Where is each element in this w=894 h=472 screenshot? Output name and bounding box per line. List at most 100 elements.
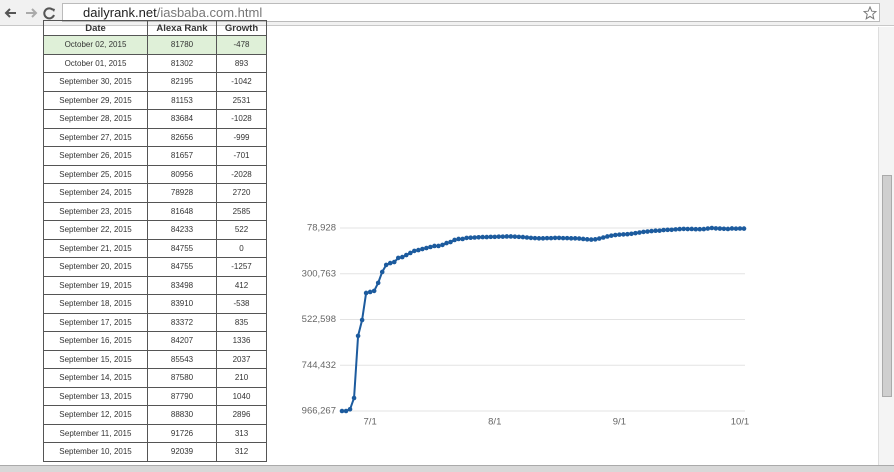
data-point — [456, 236, 461, 242]
data-point — [564, 235, 570, 241]
address-bar[interactable]: dailyrank.net/iasbaba.com.html — [62, 3, 880, 22]
data-point — [488, 234, 494, 240]
data-point — [508, 234, 514, 239]
data-point — [693, 226, 699, 232]
data-point — [540, 236, 546, 241]
data-point — [404, 252, 409, 258]
data-point — [733, 226, 739, 231]
table-cell: September 10, 2015 — [43, 442, 148, 462]
data-point — [355, 333, 361, 339]
data-point — [464, 235, 469, 241]
table-cell: October 02, 2015 — [43, 35, 148, 55]
data-point — [633, 230, 638, 236]
data-point — [548, 235, 554, 241]
rank-chart: 78,928 300,763 522,598 744,432 966,267 7/1 8/1… — [302, 223, 750, 428]
data-point — [609, 233, 614, 238]
data-point — [512, 234, 518, 239]
reload-button[interactable] — [43, 7, 55, 20]
table-cell: -999 — [216, 127, 267, 147]
table-row: September 20, 2015 84755 -1257 — [43, 257, 267, 277]
data-point — [383, 262, 389, 268]
data-point — [621, 232, 626, 237]
data-point — [460, 236, 465, 242]
data-point — [713, 226, 719, 231]
data-point — [605, 234, 610, 239]
data-point — [476, 234, 481, 240]
data-point — [629, 231, 634, 237]
data-point — [729, 226, 735, 231]
data-point — [448, 239, 453, 245]
data-point — [689, 226, 695, 232]
data-point — [504, 234, 510, 239]
rank-table: Date Alexa Rank Growth October 02, 2015 817… — [43, 20, 267, 462]
data-point — [371, 288, 377, 294]
data-point — [440, 242, 445, 248]
table-row: September 21, 2015 84755 0 — [43, 238, 267, 258]
y-tick-label: 966,267 — [302, 406, 336, 417]
table-cell: 82656 — [147, 127, 217, 147]
table-row: September 19, 2015 83498 412 — [43, 275, 267, 295]
data-point — [480, 234, 486, 240]
table-cell: -701 — [216, 146, 267, 166]
data-point — [428, 244, 433, 250]
nav-buttons[interactable] — [0, 0, 60, 26]
data-point — [412, 248, 417, 254]
data-point — [496, 234, 502, 239]
data-point — [472, 235, 477, 240]
table-row: September 14, 2015 87580 210 — [43, 368, 267, 388]
data-point — [339, 408, 345, 414]
data-point — [400, 254, 405, 260]
data-point — [492, 234, 498, 240]
data-point — [572, 236, 578, 241]
y-tick-label: 78,928 — [307, 223, 336, 234]
data-point — [436, 243, 441, 249]
data-point — [484, 234, 490, 240]
data-point — [424, 245, 429, 251]
table-row: September 17, 2015 83372 835 — [43, 312, 267, 332]
data-point — [363, 290, 369, 296]
data-point — [669, 227, 674, 233]
table-row: September 23, 2015 81648 2585 — [43, 201, 267, 221]
table-row: September 12, 2015 88830 2896 — [43, 405, 267, 425]
forward-button[interactable] — [26, 8, 38, 18]
data-point — [580, 236, 586, 242]
data-point — [408, 250, 413, 256]
data-point — [665, 227, 670, 233]
table-cell: 522 — [216, 220, 267, 240]
scroll-thumb[interactable] — [882, 175, 892, 397]
table-row: September 25, 2015 80956 -2028 — [43, 164, 267, 184]
data-point — [367, 289, 373, 295]
table-cell: -478 — [216, 35, 267, 55]
data-point — [347, 406, 353, 412]
data-point — [741, 226, 747, 231]
data-point — [725, 226, 731, 232]
bookmark-star[interactable] — [863, 6, 877, 20]
y-tick-label: 744,432 — [302, 360, 336, 371]
table-header: Date Alexa Rank Growth — [43, 20, 267, 36]
table-cell: 80956 — [147, 164, 217, 184]
data-point — [432, 243, 437, 249]
data-point — [520, 234, 526, 240]
table-row: September 13, 2015 87790 1040 — [43, 386, 267, 406]
data-point — [673, 227, 678, 232]
data-point — [681, 226, 686, 232]
table-row: September 29, 2015 81153 2531 — [43, 90, 267, 110]
data-point — [588, 237, 594, 242]
data-point — [613, 232, 618, 238]
back-button[interactable] — [4, 8, 16, 18]
table-row: September 11, 2015 91726 313 — [43, 423, 267, 443]
table-row: September 24, 2015 78928 2720 — [43, 183, 267, 203]
data-point — [552, 235, 558, 241]
data-point — [500, 234, 506, 239]
data-point — [661, 227, 666, 233]
scrollbar[interactable] — [878, 27, 894, 465]
data-point — [524, 235, 530, 240]
data-point — [568, 236, 574, 241]
column-header: Growth — [216, 20, 267, 36]
data-point — [637, 230, 642, 235]
data-point — [617, 232, 622, 237]
data-point — [576, 236, 582, 241]
data-point — [701, 226, 707, 232]
data-point — [343, 408, 349, 414]
